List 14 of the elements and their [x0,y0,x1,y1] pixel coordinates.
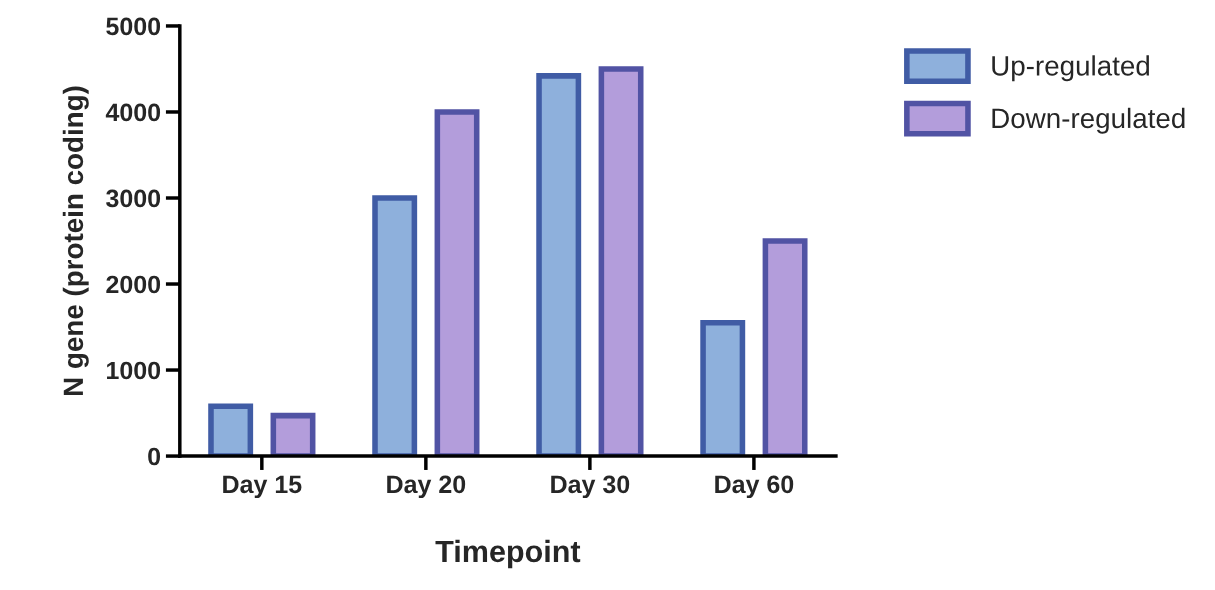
y-tick-label: 0 [148,447,161,466]
y-tick-label: 4000 [105,103,161,122]
x-tick-label: Day 30 [551,475,630,499]
y-tick-label: 3000 [106,189,161,208]
y-tick-label: 2000 [106,275,161,294]
x-tick-label: Day 15 [223,475,302,499]
y-axis-title: N gene (protein coding) [62,86,89,395]
x-tick-label: Day 60 [715,475,794,499]
x-tick-label: Day 20 [387,475,466,499]
legend-label: Up-regulated [992,55,1149,82]
y-tick-label: 1000 [107,361,161,380]
legend-label: Down-regulated [992,107,1185,134]
y-tick-label: 5000 [106,17,161,36]
x-axis-title: Timepoint [435,539,581,569]
